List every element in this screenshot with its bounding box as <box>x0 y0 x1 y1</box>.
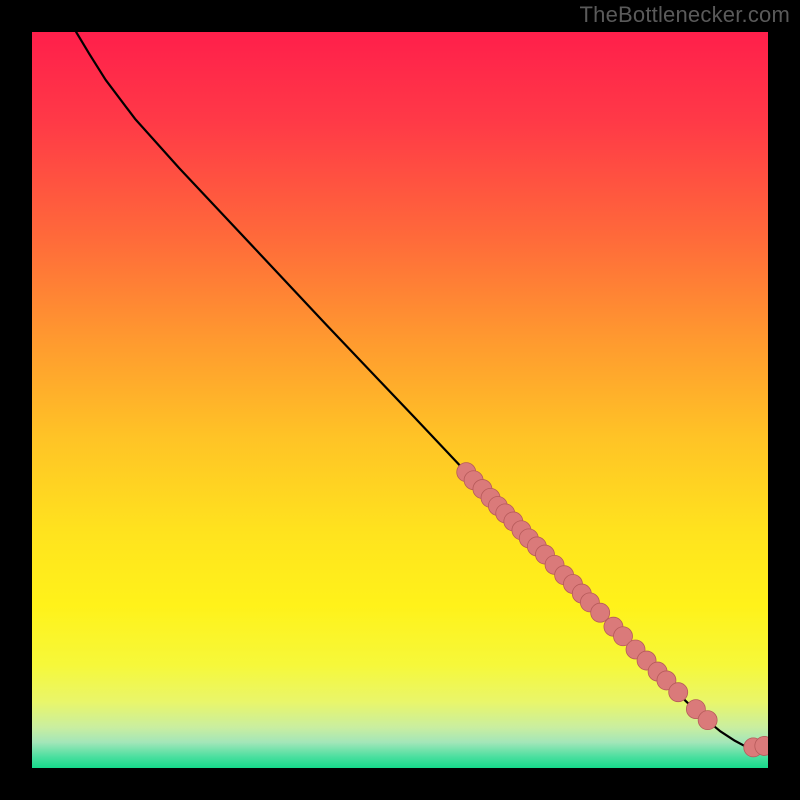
stage: TheBottlenecker.com <box>0 0 800 800</box>
data-markers <box>457 463 768 757</box>
watermark-text: TheBottlenecker.com <box>580 2 790 28</box>
chart-overlay <box>32 32 768 768</box>
plot-area <box>32 32 768 768</box>
bottleneck-curve <box>76 32 768 748</box>
data-marker <box>669 683 688 702</box>
data-marker <box>698 711 717 730</box>
